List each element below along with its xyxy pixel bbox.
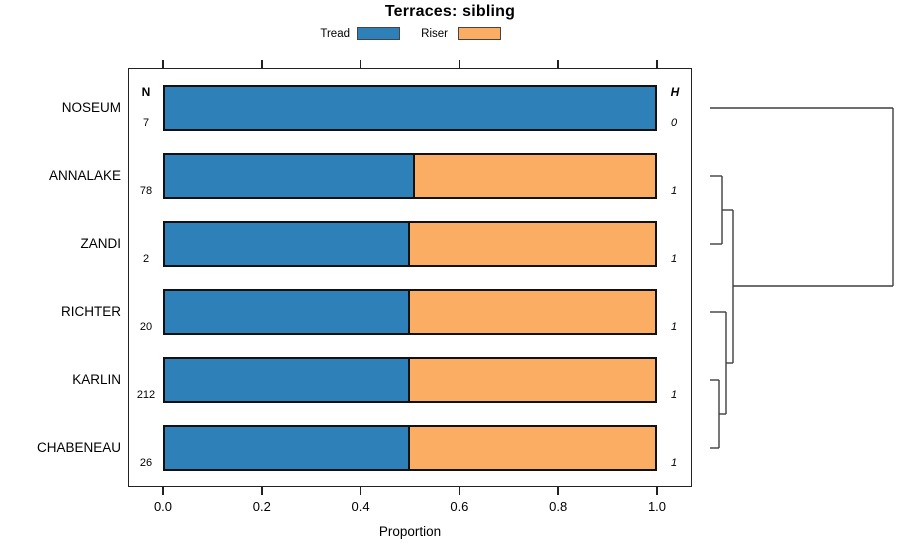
- x-tick-top: [261, 60, 263, 68]
- x-tick-label: 0.2: [252, 499, 271, 514]
- category-label: KARLIN: [72, 372, 121, 387]
- category-label: CHABENEAU: [36, 440, 121, 455]
- category-label: ANNALAKE: [48, 168, 121, 183]
- bar-row: [163, 221, 657, 267]
- h-value: 0: [670, 117, 678, 129]
- h-value: 1: [670, 389, 678, 401]
- bar-row: [163, 153, 657, 199]
- x-tick-top: [656, 60, 658, 68]
- bar-segment-tread: [165, 359, 410, 401]
- category-label: NOSEUM: [61, 100, 121, 115]
- h-value: 1: [670, 457, 678, 469]
- h-value: 1: [670, 253, 678, 265]
- legend-swatch-riser: [458, 27, 501, 40]
- h-value: 1: [670, 321, 678, 333]
- x-tick-top: [458, 60, 461, 68]
- x-tick-bottom: [458, 487, 461, 495]
- bar-row: [163, 357, 657, 403]
- x-tick-bottom: [162, 487, 164, 495]
- n-value: 26: [139, 457, 153, 469]
- h-value: 1: [670, 185, 678, 197]
- n-value: 2: [142, 253, 150, 265]
- bar-row: [163, 425, 657, 471]
- x-tick-bottom: [656, 487, 658, 495]
- bar-row: [163, 85, 657, 131]
- x-axis-title: Proportion: [378, 524, 442, 539]
- x-tick-top: [162, 60, 164, 68]
- n-value: 20: [139, 321, 153, 333]
- x-tick-label: 0.6: [450, 499, 469, 514]
- bar-segment-tread: [165, 291, 410, 333]
- x-tick-bottom: [261, 487, 263, 495]
- bar-row: [163, 289, 657, 335]
- bar-segment-tread: [165, 223, 410, 265]
- n-column-header: N: [141, 85, 151, 99]
- plot-panel: [128, 68, 692, 487]
- bar-segment-tread: [165, 427, 410, 469]
- x-tick-bottom: [557, 487, 559, 495]
- x-tick-label: 0.0: [153, 499, 173, 514]
- h-column-header: H: [670, 85, 680, 99]
- n-value: 7: [142, 117, 150, 129]
- n-value: 212: [136, 389, 156, 401]
- legend-label-riser: Riser: [421, 28, 448, 40]
- x-tick-top: [359, 60, 362, 68]
- x-tick-bottom: [359, 487, 362, 495]
- legend-swatch-tread: [357, 27, 400, 40]
- x-tick-top: [557, 60, 559, 68]
- bar-segment-tread: [165, 155, 415, 197]
- x-tick-label: 0.4: [351, 499, 370, 514]
- x-tick-label: 0.8: [549, 499, 568, 514]
- legend-label-tread: Tread: [320, 28, 350, 40]
- x-tick-label: 1.0: [647, 499, 667, 514]
- category-label: ZANDI: [80, 236, 122, 251]
- chart-title: Terraces: sibling: [384, 3, 516, 20]
- n-value: 78: [139, 185, 153, 197]
- category-label: RICHTER: [61, 304, 121, 319]
